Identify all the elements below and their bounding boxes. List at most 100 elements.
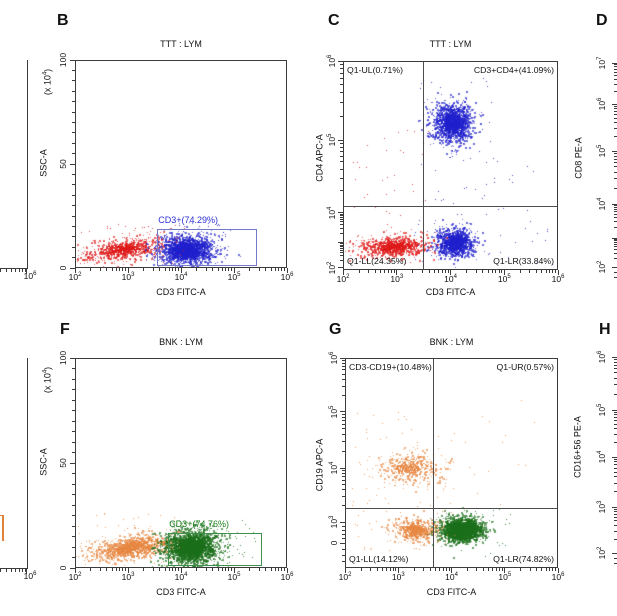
y-axis-minor-tick xyxy=(72,420,75,422)
x-axis-minor-tick xyxy=(501,568,503,571)
x-axis-minor-tick xyxy=(115,268,117,271)
y-axis-minor-tick xyxy=(342,369,345,371)
x-axis-tick-label: 104 xyxy=(174,272,188,282)
panel-D-y-axis-title: CD8 PE-A xyxy=(573,137,584,179)
x-axis-minor-tick xyxy=(19,569,20,572)
x-axis-minor-tick xyxy=(258,568,260,571)
x-axis-minor-tick xyxy=(412,270,414,273)
x-axis-minor-tick xyxy=(393,270,395,273)
y-axis-tick-label: 102 xyxy=(596,546,607,560)
y-axis-tick-label: 106 xyxy=(596,97,607,111)
y-axis-minor-tick xyxy=(614,187,617,189)
y-axis-minor-tick xyxy=(614,246,617,248)
y-axis-minor-tick xyxy=(614,276,617,278)
x-axis-minor-tick xyxy=(221,268,223,271)
y-axis-minor-tick xyxy=(614,110,617,112)
x-axis-major-tick xyxy=(127,268,129,273)
x-axis-tick-label: 103 xyxy=(391,572,405,582)
x-axis-minor-tick xyxy=(389,568,391,571)
y-axis-minor-tick xyxy=(72,132,75,134)
y-axis-minor-tick xyxy=(614,368,617,370)
y-axis-minor-tick xyxy=(614,240,617,242)
y-axis-minor-tick xyxy=(614,419,617,421)
x-axis-minor-tick xyxy=(284,568,286,571)
y-axis-major-tick xyxy=(340,467,345,469)
x-axis-minor-tick xyxy=(442,568,444,571)
y-axis-minor-tick xyxy=(342,416,345,418)
x-axis-tick-label: 103 xyxy=(121,572,135,582)
y-axis-minor-tick xyxy=(72,90,75,92)
y-axis-minor-tick xyxy=(614,83,617,85)
y-axis-minor-tick xyxy=(72,215,75,217)
x-axis-minor-tick xyxy=(90,568,92,571)
panel-E-last-x-tick-label: 106 xyxy=(23,571,37,581)
y-axis-tick-label: 0 xyxy=(57,265,68,271)
x-axis-minor-tick xyxy=(274,568,276,571)
x-axis-minor-tick xyxy=(25,569,26,572)
x-axis-minor-tick xyxy=(429,568,431,571)
y-axis-minor-tick xyxy=(342,395,345,397)
panel-F-y-axis-units: (x 104) xyxy=(42,366,53,394)
x-axis-minor-tick xyxy=(205,568,207,571)
x-axis-minor-tick xyxy=(519,270,521,273)
panel-G-y-axis-title: CD19 APC-A xyxy=(314,438,325,492)
x-axis-minor-tick xyxy=(270,268,272,271)
x-axis-minor-tick xyxy=(376,568,378,571)
y-axis-minor-tick xyxy=(614,471,617,473)
x-axis-major-tick xyxy=(127,568,129,573)
y-axis-minor-tick xyxy=(340,68,343,70)
y-axis-minor-tick xyxy=(72,504,75,506)
y-axis-minor-tick xyxy=(340,115,343,117)
y-axis-minor-tick xyxy=(340,246,343,248)
y-axis-minor-tick xyxy=(614,241,617,243)
quadrant-label-lower-right: Q1-LR(33.84%) xyxy=(493,256,554,267)
x-axis-major-tick xyxy=(503,270,505,275)
y-axis-minor-tick xyxy=(614,508,617,510)
x-axis-minor-tick xyxy=(438,270,440,273)
y-axis-major-tick xyxy=(338,242,343,244)
y-axis-minor-tick xyxy=(342,525,345,527)
x-axis-minor-tick xyxy=(6,569,7,572)
x-axis-major-tick xyxy=(74,268,76,273)
panel-C-title: TTT : LYM xyxy=(429,39,472,49)
y-axis-major-tick xyxy=(340,357,345,359)
y-axis-minor-tick xyxy=(72,368,75,369)
y-axis-minor-tick xyxy=(340,190,343,192)
y-axis-major-tick xyxy=(338,267,343,269)
y-axis-minor-tick xyxy=(72,184,75,186)
y-axis-minor-tick xyxy=(614,113,617,115)
y-axis-minor-tick xyxy=(614,482,617,484)
y-axis-minor-tick xyxy=(342,423,345,425)
y-axis-tick-label: 50 xyxy=(57,458,68,468)
panel-G-letter: G xyxy=(329,321,342,338)
x-axis-minor-tick xyxy=(164,568,166,571)
y-axis-tick-label: 104 xyxy=(326,206,337,220)
y-axis-tick-label: 104 xyxy=(596,197,607,211)
y-axis-major-tick xyxy=(70,357,75,359)
y-axis-major-tick xyxy=(612,266,617,268)
y-axis-minor-tick xyxy=(614,162,617,164)
y-axis-minor-tick xyxy=(614,68,617,70)
y-axis-minor-tick xyxy=(614,428,617,430)
y-axis-minor-tick xyxy=(614,243,617,245)
y-axis-minor-tick xyxy=(614,257,617,259)
y-axis-minor-tick xyxy=(72,441,75,443)
panel-G-plot-area: CD3-CD19+(10.48%) Q1-UR(0.57%) Q1-LL(14.12… xyxy=(345,358,558,568)
y-axis-minor-tick xyxy=(614,491,617,493)
y-axis-tick-label: 105 xyxy=(326,133,337,147)
y-axis-minor-tick xyxy=(72,236,75,238)
panel-B-title: TTT : LYM xyxy=(160,39,202,49)
x-axis-minor-tick xyxy=(529,270,531,273)
y-axis-minor-tick xyxy=(614,105,617,107)
y-axis-minor-tick xyxy=(614,393,617,395)
x-axis-minor-tick xyxy=(265,268,267,271)
y-axis-tick-label: 104 xyxy=(596,450,607,464)
y-axis-tick-label: 102 xyxy=(326,261,337,275)
quadrant-label-upper-right: Q1-UR(0.57%) xyxy=(496,362,554,372)
x-axis-minor-tick xyxy=(545,270,547,273)
y-axis-minor-tick xyxy=(340,168,343,170)
x-axis-minor-tick xyxy=(212,568,214,571)
x-axis-minor-tick xyxy=(225,268,227,271)
y-axis-minor-tick xyxy=(342,479,345,481)
